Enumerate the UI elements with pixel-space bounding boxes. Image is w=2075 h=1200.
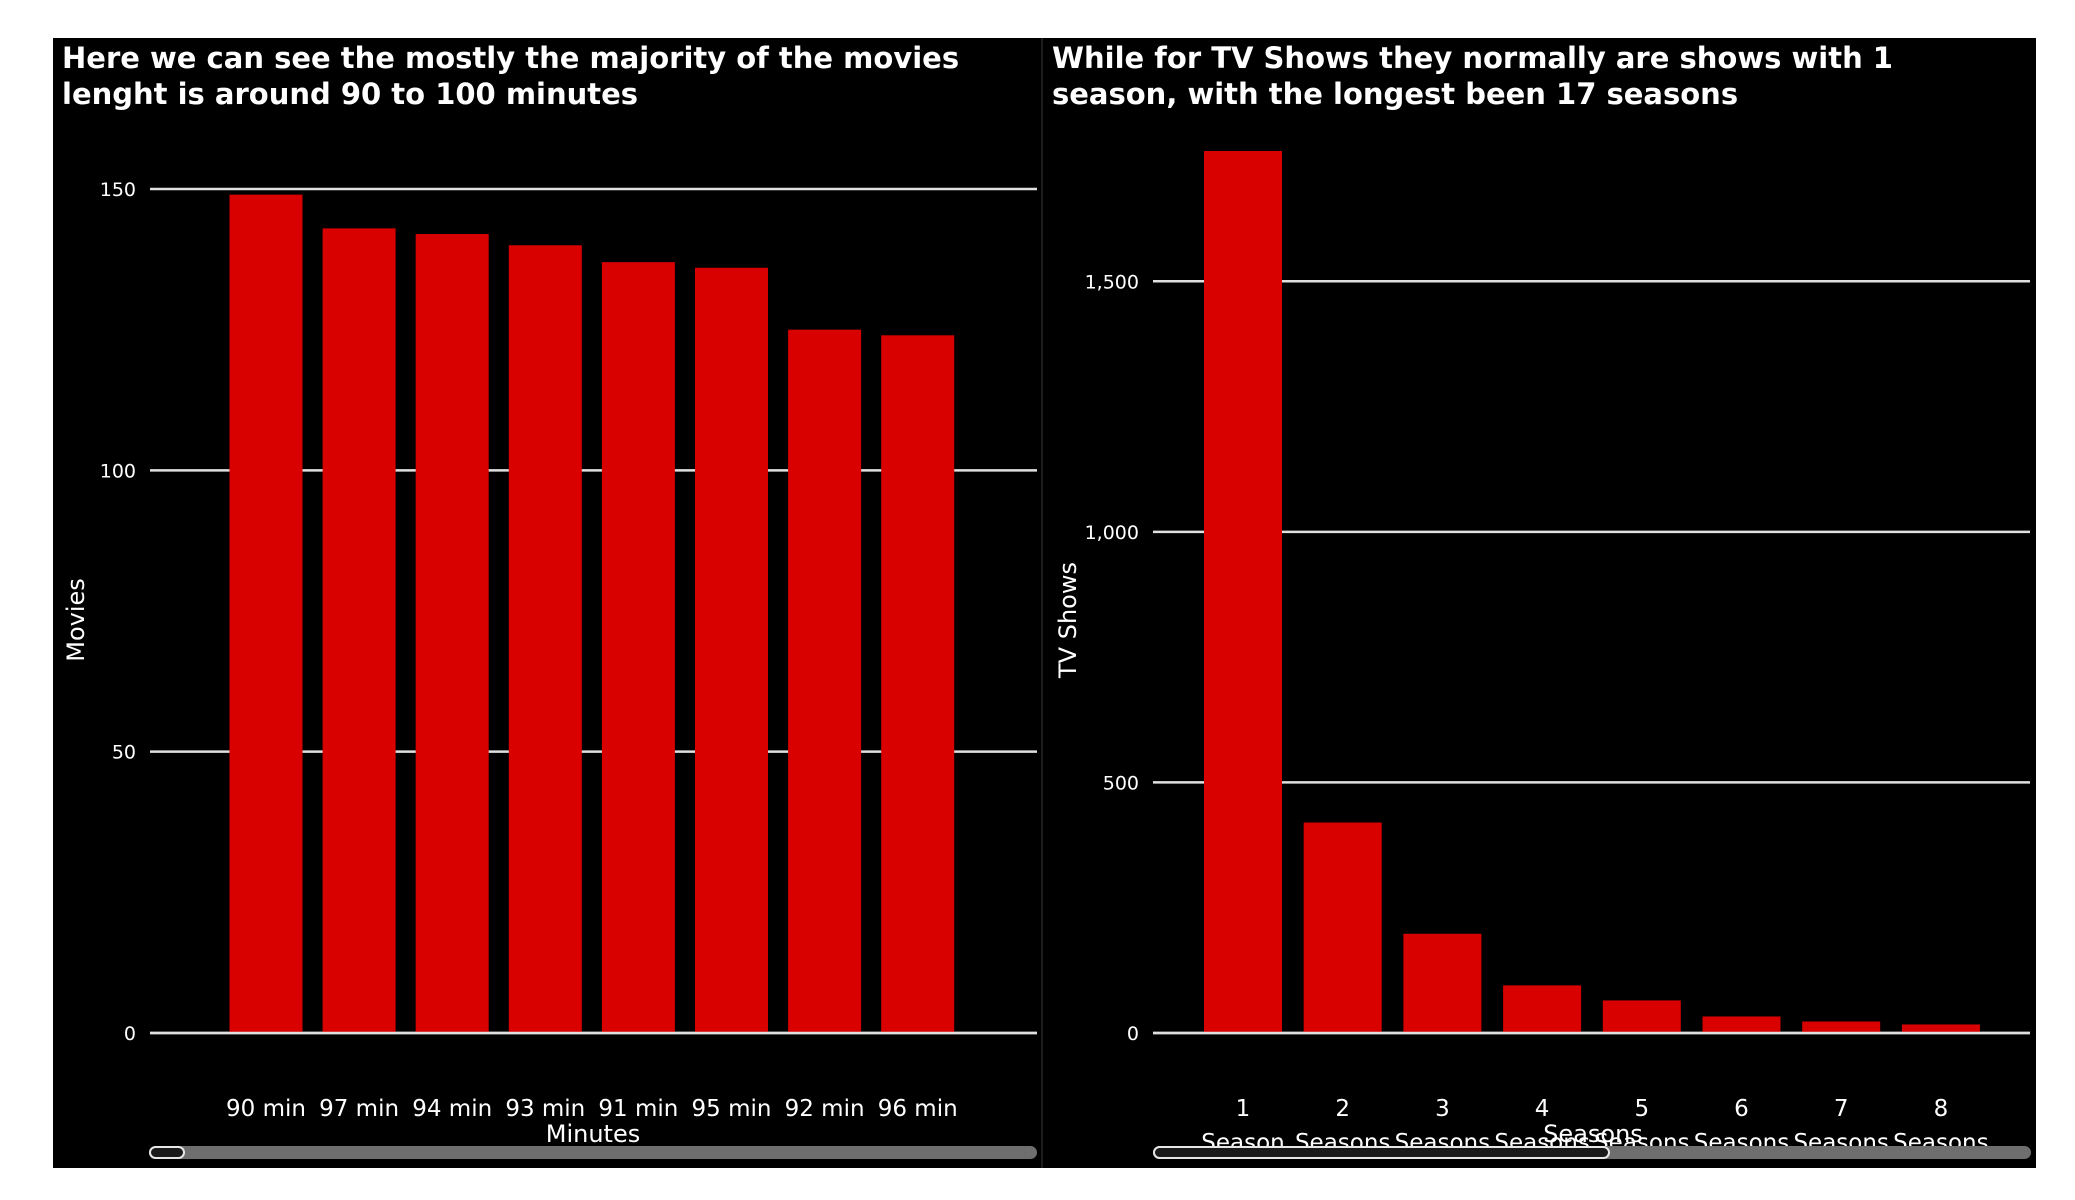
movies-x-tick-label: 97 min (319, 1096, 399, 1122)
movies-x-tick-label: 91 min (598, 1096, 678, 1122)
movies-chart-title: Here we can see the mostly the majority … (62, 41, 960, 111)
tvshows-bar (1702, 1016, 1781, 1033)
tvshows-x-tick-label: 4 (1535, 1096, 1550, 1122)
movies-y-tick-label: 50 (112, 742, 136, 764)
movies-bar (601, 262, 675, 1033)
movies-chart-scrollbar[interactable] (149, 1146, 1037, 1159)
tvshows-y-tick-label: 1,500 (1085, 271, 1139, 293)
tvshows-y-tick-label: 0 (1127, 1023, 1139, 1045)
movies-x-tick-label: 95 min (692, 1096, 772, 1122)
tvshows-x-tick-label: 8 (1934, 1096, 1949, 1122)
tvshows-bar (1602, 1000, 1681, 1033)
tvshows-y-tick-label: 1,000 (1085, 522, 1139, 544)
movies-bar (322, 228, 396, 1034)
movies-y-tick-label: 150 (100, 179, 136, 201)
tvshows-bar (1204, 151, 1282, 1033)
movies-x-tick-label: 93 min (505, 1096, 585, 1122)
tvshows-x-tick-label: 7 (1834, 1096, 1849, 1122)
movies-bar (695, 267, 768, 1033)
movies-x-tick-label: 96 min (878, 1096, 958, 1122)
tvshows-y-axis-title: TV Shows (1054, 562, 1082, 679)
tvshows-bar-chart: 05001,0001,5001Season2Seasons3Seasons4Se… (1054, 151, 2030, 1156)
tvshows-chart-title: While for TV Shows they normally are sho… (1052, 41, 1893, 111)
movies-bar (415, 234, 489, 1034)
tvshows-bar (1802, 1021, 1881, 1033)
movies-bar (881, 335, 955, 1033)
tvshows-y-tick-label: 500 (1103, 772, 1139, 794)
movies-bar (508, 245, 582, 1033)
tvshows-chart-panel: While for TV Shows they normally are sho… (1043, 38, 2036, 1168)
movies-chart-panel: Here we can see the mostly the majority … (53, 38, 1041, 1168)
movies-bar (788, 329, 862, 1034)
movies-x-axis-title: Minutes (546, 1120, 640, 1148)
movies-x-tick-label: 92 min (785, 1096, 865, 1122)
movies-x-tick-label: 94 min (412, 1096, 492, 1122)
tvshows-x-tick-label: 6 (1734, 1096, 1749, 1122)
movies-y-axis-title: Movies (62, 578, 90, 662)
movies-y-tick-label: 0 (124, 1023, 136, 1045)
movies-x-tick-label: 90 min (226, 1096, 306, 1122)
movies-y-tick-label: 100 (100, 460, 136, 482)
movies-bar-chart: 0 50 100 150 90 min 97 min 94 min 93 min 91 min 9… (62, 179, 1037, 1148)
panel-divider (1041, 38, 1043, 1168)
tvshows-bar (1503, 985, 1582, 1033)
movies-scrollbar-thumb[interactable] (149, 1146, 185, 1159)
tvshows-bar (1403, 933, 1482, 1033)
tvshows-bar (1901, 1024, 1980, 1033)
tvshows-bar (1303, 822, 1382, 1033)
tvshows-chart-scrollbar[interactable] (1153, 1146, 2031, 1159)
tvshows-x-tick-label: 2 (1335, 1096, 1350, 1122)
tvshows-x-tick-label: 3 (1435, 1096, 1450, 1122)
tvshows-x-tick-label: 1 (1236, 1096, 1251, 1122)
tvshows-x-axis-title: Seasons (1543, 1120, 1643, 1148)
tvshows-x-tick-label: 5 (1634, 1096, 1649, 1122)
tvshows-scrollbar-thumb[interactable] (1153, 1146, 1610, 1159)
movies-bar (229, 194, 303, 1034)
